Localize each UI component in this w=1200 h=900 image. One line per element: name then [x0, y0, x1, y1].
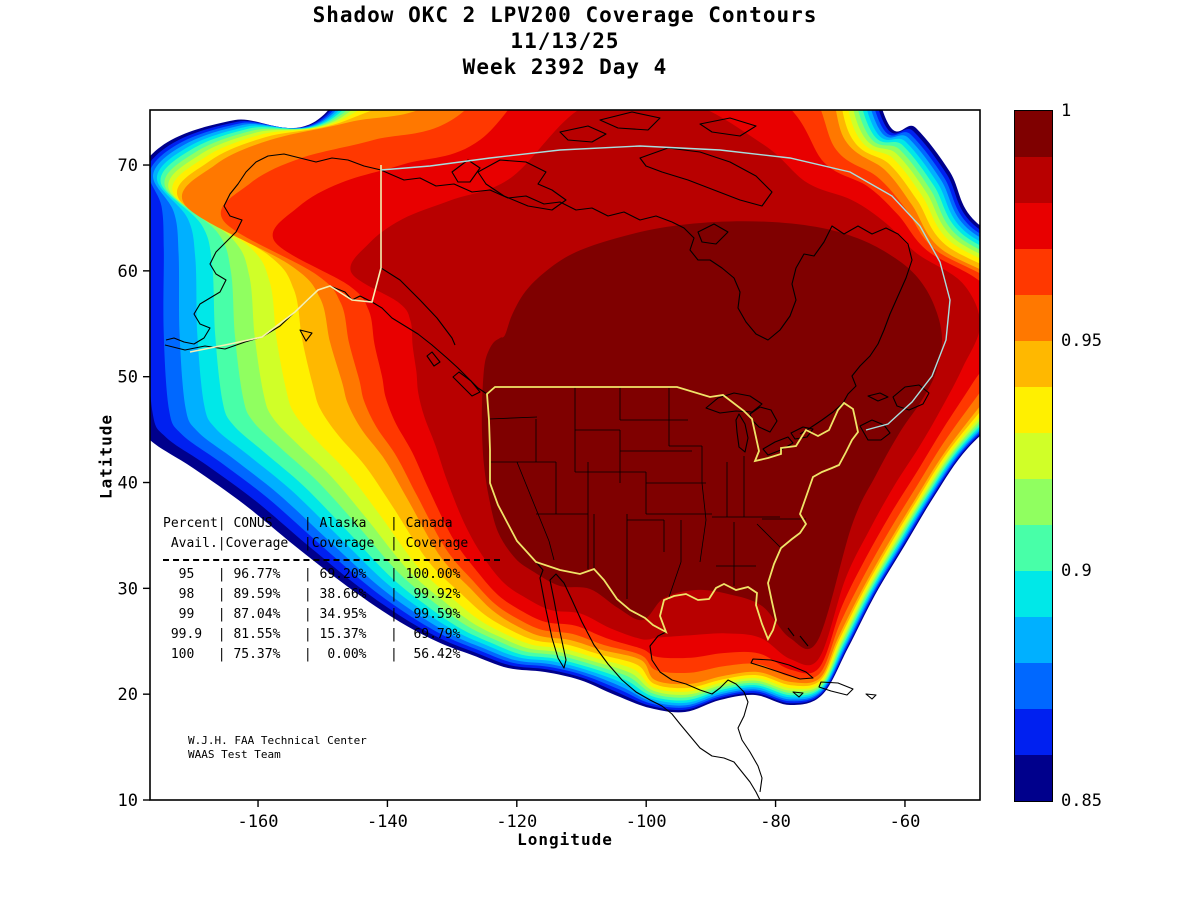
colorbar-band [1015, 157, 1052, 203]
table-separator [163, 559, 500, 561]
credit-block: W.J.H. FAA Technical Center WAAS Test Te… [188, 734, 367, 762]
y-tick-label: 70 [118, 156, 138, 176]
colorbar-band [1015, 295, 1052, 341]
y-tick-label: 50 [118, 368, 138, 388]
colorbar-band [1015, 525, 1052, 571]
x-tick-label: -100 [626, 812, 667, 832]
colorbar-tick-label: 0.9 [1061, 561, 1092, 581]
colorbar-band [1015, 479, 1052, 525]
colorbar-band [1015, 433, 1052, 479]
colorbar-tick-label: 0.85 [1061, 791, 1102, 811]
table-line: Avail.|Coverage |Coverage | Coverage [163, 536, 469, 551]
chart-title: Shadow OKC 2 LPV200 Coverage Contours [312, 3, 818, 27]
colorbar-tick-label: 1 [1061, 101, 1072, 121]
x-axis-label: Longitude [517, 830, 613, 849]
colorbar-band [1015, 249, 1052, 295]
axis-ticks [143, 164, 906, 807]
credit-line-2: WAAS Test Team [188, 748, 281, 761]
colorbar-band [1015, 111, 1052, 157]
x-tick-label: -60 [890, 812, 921, 832]
colorbar [1014, 110, 1053, 802]
coverage-table: Percent| CONUS | Alaska | Canada Avail.|… [163, 514, 500, 665]
tick-labels: -160 -140 -120 -100 -80 -60 10 20 30 40 50 60 70 [118, 156, 921, 832]
x-tick-label: -120 [496, 812, 537, 832]
table-line: 99.9 | 81.55% | 15.37% | 69.79% [163, 627, 461, 642]
chart-subtitle-week: Week 2392 Day 4 [462, 55, 668, 79]
colorbar-band [1015, 341, 1052, 387]
colorbar-band [1015, 755, 1052, 801]
table-line: Percent| CONUS | Alaska | Canada [163, 516, 453, 531]
colorbar-band [1015, 663, 1052, 709]
colorbar-band [1015, 617, 1052, 663]
y-tick-label: 60 [118, 262, 138, 282]
table-line: 100 | 75.37% | 0.00% | 56.42% [163, 647, 461, 662]
canada-boundary [380, 145, 951, 431]
y-tick-label: 20 [118, 685, 138, 705]
colorbar-tick-label: 0.95 [1061, 331, 1102, 351]
colorbar-band [1015, 571, 1052, 617]
colorbar-band [1015, 387, 1052, 433]
table-line: 98 | 89.59% | 38.66% | 99.92% [163, 587, 461, 602]
credit-line-1: W.J.H. FAA Technical Center [188, 734, 367, 747]
table-line: 99 | 87.04% | 34.95% | 99.59% [163, 607, 461, 622]
conus-boundary [486, 386, 859, 642]
chart-title-block: Shadow OKC 2 LPV200 Coverage Contours 11… [150, 2, 980, 80]
y-tick-label: 10 [118, 791, 138, 811]
y-tick-label: 30 [118, 579, 138, 599]
x-tick-label: -80 [760, 812, 791, 832]
x-tick-label: -160 [238, 812, 279, 832]
y-tick-label: 40 [118, 474, 138, 494]
y-axis-label: Latitude [96, 413, 116, 500]
colorbar-band [1015, 709, 1052, 755]
contour-band-core [481, 221, 943, 650]
alaska-boundary [189, 165, 382, 353]
colorbar-band [1015, 203, 1052, 249]
chart-subtitle-date: 11/13/25 [510, 29, 620, 53]
table-line: 95 | 96.77% | 69.20% | 100.00% [163, 567, 461, 582]
plot-frame [149, 109, 981, 801]
x-tick-label: -140 [367, 812, 408, 832]
